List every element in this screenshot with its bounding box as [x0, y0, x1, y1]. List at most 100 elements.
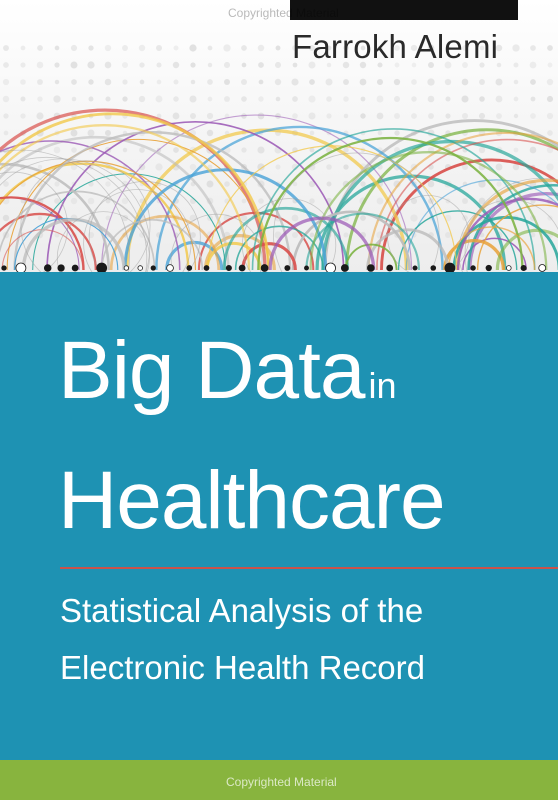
- node-dot: [520, 264, 527, 272]
- texture-dot: [274, 61, 282, 69]
- texture-dot: [121, 61, 129, 69]
- texture-dot: [20, 96, 26, 102]
- texture-dot: [70, 44, 78, 52]
- arc-line: [268, 216, 376, 271]
- texture-dot: [326, 113, 332, 119]
- texture-dot: [359, 61, 367, 69]
- title-big-data: Big Data: [58, 325, 366, 416]
- texture-dot: [427, 95, 435, 103]
- texture-dot: [241, 62, 247, 68]
- texture-dot: [291, 78, 299, 86]
- texture-dot: [88, 181, 94, 187]
- node-dot: [137, 265, 143, 271]
- texture-dot: [478, 197, 486, 205]
- texture-dot: [309, 147, 315, 153]
- texture-dot: [190, 113, 196, 119]
- texture-dot: [241, 79, 247, 85]
- arc-line: [376, 138, 558, 271]
- texture-dot: [530, 79, 536, 85]
- arc-line: [234, 225, 324, 271]
- texture-dot: [206, 180, 214, 188]
- texture-dot: [189, 44, 197, 52]
- texture-dot: [461, 112, 469, 120]
- texture-dot: [156, 62, 162, 68]
- texture-dot: [512, 163, 520, 171]
- texture-dot: [207, 96, 213, 102]
- texture-dot: [394, 45, 400, 51]
- texture-dot: [427, 61, 435, 69]
- texture-dot: [3, 181, 9, 187]
- texture-dot: [308, 61, 316, 69]
- texture-dot: [513, 62, 519, 68]
- texture-dot: [513, 147, 519, 153]
- texture-dot: [411, 96, 417, 102]
- texture-dot: [513, 79, 519, 85]
- texture-dot: [53, 95, 61, 103]
- texture-dot: [224, 181, 230, 187]
- texture-dot: [326, 181, 332, 187]
- texture-dot: [529, 146, 537, 154]
- texture-dot: [359, 78, 367, 86]
- node-dot: [485, 264, 492, 272]
- texture-dot: [37, 79, 43, 85]
- texture-dot: [428, 113, 434, 119]
- texture-dot: [173, 79, 179, 85]
- texture-dot: [309, 79, 315, 85]
- texture-dot: [207, 164, 213, 170]
- outline-circle: [0, 156, 148, 272]
- texture-dot: [257, 163, 265, 171]
- texture-dot: [462, 62, 468, 68]
- node-dot: [43, 264, 52, 272]
- texture-dot: [496, 62, 502, 68]
- texture-dot: [513, 113, 519, 119]
- outline-circle: [56, 211, 150, 272]
- texture-dot: [478, 112, 486, 120]
- node-dot: [470, 265, 476, 271]
- texture-dot: [105, 215, 111, 221]
- texture-dot: [291, 214, 299, 222]
- arc-line: [109, 214, 221, 271]
- texture-dot: [87, 197, 95, 205]
- subtitle-line-2: Electronic Health Record: [60, 649, 425, 686]
- texture-dot: [394, 130, 400, 136]
- texture-dot: [461, 163, 469, 171]
- arc-line: [467, 184, 558, 271]
- arc-line: [257, 136, 524, 271]
- texture-dot: [275, 96, 281, 102]
- node-dot: [430, 265, 437, 271]
- texture-dot: [427, 44, 435, 52]
- texture-dot: [20, 79, 26, 85]
- texture-dot: [173, 147, 179, 153]
- texture-dot: [478, 146, 486, 154]
- texture-dot: [172, 112, 180, 120]
- texture-dot: [258, 62, 264, 68]
- texture-dot: [411, 62, 417, 68]
- texture-dot: [343, 164, 349, 170]
- outline-circle: [464, 177, 558, 272]
- texture-dot: [275, 164, 281, 170]
- arc-line: [495, 228, 558, 271]
- texture-dot: [138, 44, 146, 52]
- arc-line: [0, 196, 85, 271]
- node-dot: [15, 262, 27, 272]
- texture-dot: [207, 79, 213, 85]
- texture-dot: [54, 45, 60, 51]
- top-black-bar: [290, 0, 518, 20]
- texture-dot: [190, 232, 196, 238]
- arc-line: [380, 158, 558, 271]
- texture-dot: [546, 95, 554, 103]
- arc-line: [46, 121, 345, 271]
- texture-dot: [206, 112, 214, 120]
- texture-dot: [445, 232, 451, 238]
- node-dot: [186, 265, 193, 271]
- title-panel: [0, 272, 558, 760]
- texture-dot: [257, 44, 265, 52]
- texture-dot: [547, 130, 553, 136]
- arc-line: [0, 108, 267, 271]
- texture-dot: [156, 113, 162, 119]
- arc-line: [447, 226, 536, 271]
- arc-network-graphic: [0, 44, 558, 272]
- texture-dot: [224, 96, 230, 102]
- outline-circle: [170, 213, 263, 272]
